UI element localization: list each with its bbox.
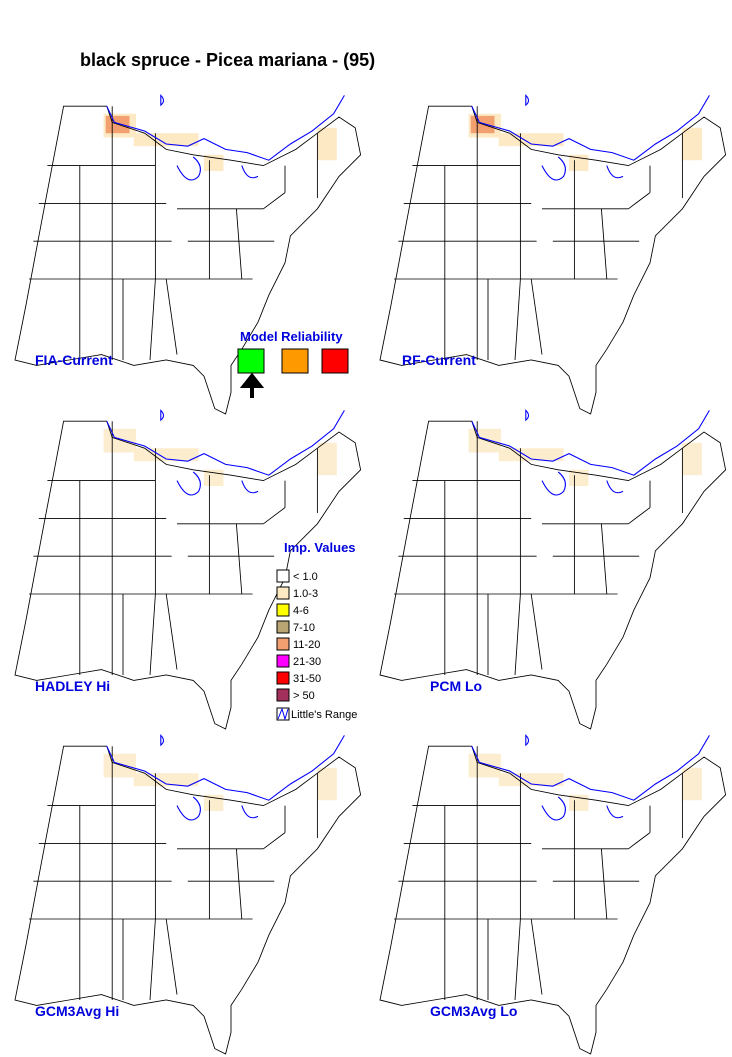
- range-patches: [103, 113, 337, 171]
- legend-swatch: [276, 654, 290, 668]
- legend: Imp. Values < 1.0 1.0-3 4-6 7-10 11-20 21-30 3…: [276, 540, 357, 721]
- legend-label: 7-10: [293, 622, 315, 634]
- range-swatch-line: [277, 707, 289, 721]
- legend-label: 1.0-3: [293, 588, 318, 600]
- legend-swatch: [276, 586, 290, 600]
- legend-label: 4-6: [293, 605, 309, 617]
- legend-swatch: [276, 603, 290, 617]
- legend-swatch: [276, 569, 290, 583]
- range-patches: [468, 113, 702, 171]
- panel-label: PCM Lo: [430, 678, 482, 694]
- range-patches: [468, 428, 702, 486]
- legend-swatch: [276, 671, 290, 685]
- panel-label: GCM3Avg Hi: [35, 1003, 119, 1019]
- legend-label: > 50: [293, 690, 315, 702]
- reliability-green: [237, 348, 265, 374]
- panels: FIA-Current RF-Current HADLEY Hi PCM Lo GCM3…: [14, 94, 727, 1055]
- panel-label: HADLEY Hi: [35, 678, 110, 694]
- map-panel: [379, 94, 727, 415]
- panel-label: RF-Current: [402, 352, 476, 368]
- legend-label: 31-50: [293, 673, 321, 685]
- model-reliability: Model Reliability: [237, 329, 349, 398]
- legend-label: 11-20: [293, 639, 320, 651]
- panel-label: GCM3Avg Lo: [430, 1003, 517, 1019]
- legend-title: Imp. Values: [284, 540, 356, 555]
- legend-swatch: [276, 688, 290, 702]
- legend-label: < 1.0: [293, 571, 318, 583]
- panel-label: FIA-Current: [35, 352, 113, 368]
- legend-swatch: [276, 620, 290, 634]
- arrow: [239, 372, 265, 398]
- map-panel: [14, 94, 362, 415]
- title: black spruce - Picea mariana - (95): [80, 50, 375, 70]
- range-patches: [103, 428, 337, 486]
- legend-swatch: [276, 637, 290, 651]
- legend-label: 21-30: [293, 656, 321, 668]
- reliability-title: Model Reliability: [240, 329, 343, 344]
- range-patches: [468, 753, 702, 811]
- reliability-red: [321, 348, 349, 374]
- range-patches: [103, 753, 337, 811]
- range-label: Little's Range: [291, 709, 357, 721]
- reliability-orange: [281, 348, 309, 374]
